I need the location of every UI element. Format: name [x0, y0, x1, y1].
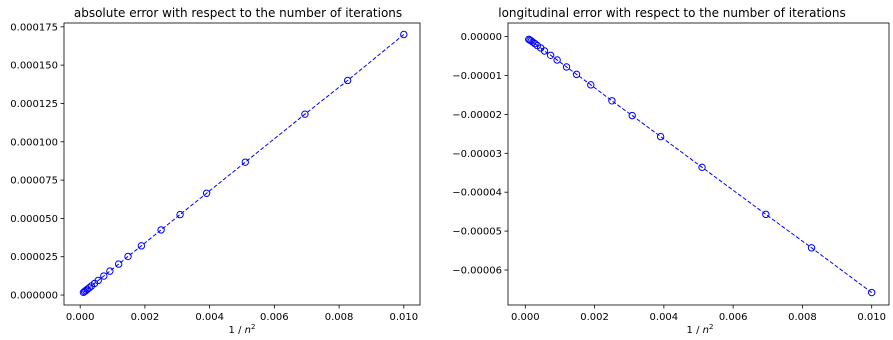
x-tick-label: 0.002: [131, 312, 160, 323]
plot-area: 0.000 0.002 0.004 0.006 0.008 0.010 0.00000 −0.…: [452, 22, 890, 323]
data-point: [124, 252, 132, 261]
y-tick-label: −0.00005: [452, 227, 502, 238]
chart-absolute-error: absolute error with respect to the numbe…: [10, 6, 421, 336]
y-tick-label: 0.00000: [461, 32, 502, 43]
data-point: [301, 110, 309, 118]
chart-longitudinal-error: longitudinal error with respect to the n…: [452, 6, 890, 336]
y-tick-label: −0.00001: [452, 71, 502, 82]
data-point: [867, 288, 876, 297]
data-point: [241, 158, 250, 166]
x-tick-label: 0.006: [719, 312, 748, 323]
data-point: [608, 97, 616, 105]
x-tick-label: 0.004: [650, 312, 679, 323]
data-point: [525, 35, 533, 44]
x-axis-label: 1 / n2: [687, 323, 714, 336]
data-point: [533, 41, 542, 50]
y-tick-label: 0.000125: [10, 99, 58, 110]
axes-frame: [507, 22, 890, 306]
y-tick-label: −0.00002: [452, 110, 502, 121]
data-point: [526, 36, 534, 44]
data-point: [157, 226, 165, 234]
data-point: [114, 260, 123, 268]
data-point: [82, 286, 90, 295]
data-point: [762, 210, 770, 219]
y-tick-label: 0.000000: [10, 291, 58, 302]
series-line: [83, 34, 405, 293]
data-point: [587, 81, 595, 89]
data-point: [100, 272, 108, 280]
data-point: [628, 111, 636, 120]
chart-title: longitudinal error with respect to the n…: [498, 6, 846, 20]
x-tick-label: 0.000: [511, 312, 540, 323]
data-point: [553, 56, 561, 64]
data-point: [400, 30, 408, 39]
data-point: [807, 244, 816, 252]
data-point: [698, 163, 706, 172]
data-point: [343, 76, 352, 85]
data-point: [176, 210, 184, 219]
data-point: [80, 287, 89, 296]
data-point: [106, 267, 114, 275]
y-tick-label: −0.00004: [452, 188, 502, 199]
chart-title: absolute error with respect to the numbe…: [74, 6, 402, 20]
y-tick-label: −0.00006: [452, 265, 502, 276]
data-point: [137, 242, 146, 250]
data-point: [572, 70, 581, 79]
data-point: [79, 288, 88, 297]
x-tick-label: 0.010: [857, 312, 886, 323]
x-tick-label: 0.004: [195, 312, 224, 323]
y-tick-label: −0.00003: [452, 149, 502, 160]
x-tick-label: 0.008: [325, 312, 354, 323]
axes-frame: [63, 22, 421, 306]
series-line: [528, 38, 872, 293]
y-tick-label: 0.000025: [10, 252, 58, 263]
x-tick-label: 0.010: [389, 312, 418, 323]
y-tick-label: 0.000175: [10, 22, 58, 33]
y-tick-label: 0.000100: [10, 137, 58, 148]
data-point: [656, 132, 665, 141]
x-tick-label: 0.006: [260, 312, 289, 323]
y-tick-label: 0.000050: [10, 214, 58, 225]
data-point: [562, 63, 571, 71]
y-tick-label: 0.000150: [10, 61, 58, 72]
plot-area: 0.000 0.002 0.004 0.006 0.008 0.010 0.000000 0.…: [10, 22, 421, 323]
x-axis-label: 1 / n2: [229, 323, 256, 336]
y-tick-label: 0.000075: [10, 176, 58, 187]
data-point: [202, 189, 211, 197]
data-point: [546, 51, 555, 59]
x-tick-label: 0.008: [788, 312, 817, 323]
x-tick-label: 0.002: [580, 312, 609, 323]
x-tick-label: 0.000: [66, 312, 95, 323]
